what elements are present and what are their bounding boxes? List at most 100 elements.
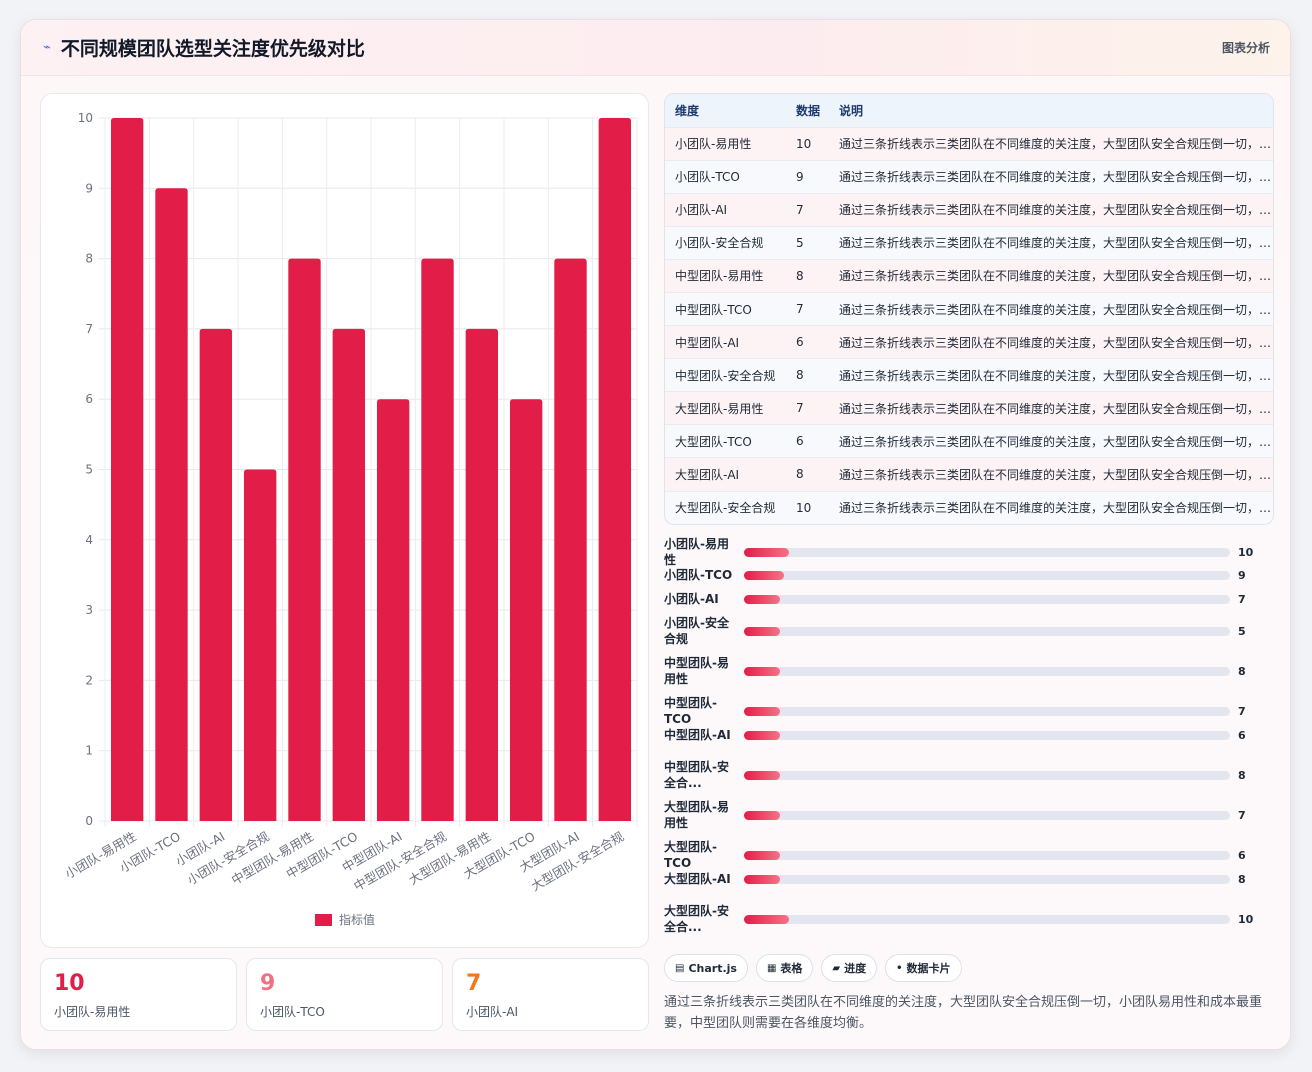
column-header[interactable]: 维度	[675, 103, 700, 118]
y-tick-label: 0	[85, 814, 93, 828]
table-cell-description: 通过三条折线表示三类团队在不同维度的关注度，大型团队安全合规压倒一切，小团队易用…	[839, 335, 1273, 350]
y-tick-label: 5	[85, 463, 93, 477]
progress-value: 8	[1238, 768, 1246, 782]
chip-label: Chart.js	[688, 961, 737, 975]
progress-track	[744, 914, 1230, 924]
table-cell-value: 5	[796, 235, 804, 250]
table-row[interactable]: 中型团队-易用性 8 通过三条折线表示三类团队在不同维度的关注度，大型团队安全合规压…	[665, 259, 1273, 293]
chart-analysis-badge[interactable]: 图表分析	[1221, 41, 1270, 55]
table-cell-description: 通过三条折线表示三类团队在不同维度的关注度，大型团队安全合规压倒一切，小团队易用…	[839, 401, 1273, 416]
table-row[interactable]: 小团队-安全合规 5 通过三条折线表示三类团队在不同维度的关注度，大型团队安全合规压…	[665, 226, 1273, 260]
tag-chip[interactable]: • 数据卡片	[885, 954, 962, 982]
table-row[interactable]: 大型团队-TCO 6 通过三条折线表示三类团队在不同维度的关注度，大型团队安全合规压…	[665, 424, 1273, 458]
kpi-label: 小团队-易用性	[54, 1005, 131, 1019]
progress-icon: ▰	[832, 962, 841, 974]
chart-bar[interactable]	[554, 258, 587, 822]
chart-bar[interactable]	[243, 469, 277, 822]
chart-bar[interactable]	[598, 118, 632, 821]
progress-track	[744, 730, 1230, 740]
chart-bar[interactable]	[465, 328, 499, 821]
table-row[interactable]: 大型团队-AI 8 通过三条折线表示三类团队在不同维度的关注度，大型团队安全合规压倒…	[665, 457, 1273, 492]
progress-label: 中型团队-AI	[664, 728, 731, 742]
progress-track	[744, 626, 1230, 636]
kpi-value: 7	[466, 971, 482, 996]
kpi-label: 小团队-TCO	[260, 1005, 325, 1019]
progress-value: 9	[1238, 568, 1246, 582]
table-cell-description: 通过三条折线表示三类团队在不同维度的关注度，大型团队安全合规压倒一切，小团队易用…	[839, 236, 1273, 251]
progress-track	[744, 706, 1230, 716]
progress-value: 7	[1238, 808, 1246, 822]
chart-bar[interactable]	[509, 399, 543, 821]
table-cell-dimension: 中型团队-TCO	[675, 302, 752, 317]
chart-bar[interactable]	[332, 328, 366, 821]
progress-row: 大型团队-AI 8	[664, 871, 1274, 887]
progress-fill	[744, 730, 780, 740]
table-row[interactable]: 中型团队-AI 6 通过三条折线表示三类团队在不同维度的关注度，大型团队安全合规压倒…	[665, 325, 1273, 359]
progress-row: 小团队-安全合规 5	[664, 615, 1274, 647]
column-header[interactable]: 说明	[839, 103, 864, 118]
kpi-card: 7 小团队-AI	[452, 958, 649, 1031]
column-header[interactable]: 数据	[796, 103, 821, 118]
tag-chip[interactable]: ▦ 表格	[755, 954, 814, 982]
progress-row: 大型团队-安全合... 10	[664, 903, 1274, 935]
y-tick-label: 10	[78, 111, 93, 125]
table-cell-description: 通过三条折线表示三类团队在不同维度的关注度，大型团队安全合规压倒一切，小团队易用…	[839, 434, 1273, 449]
chart-bar[interactable]	[110, 118, 144, 821]
progress-label: 大型团队-AI	[664, 872, 731, 886]
progress-fill	[744, 810, 780, 820]
table-row[interactable]: 小团队-易用性 10 通过三条折线表示三类团队在不同维度的关注度，大型团队安全合规压…	[665, 127, 1273, 161]
dashboard-card: ⌁ 不同规模团队选型关注度优先级对比 图表分析 0 1 2 3 4 5 6 7 8 9 10 小团队-…	[20, 19, 1291, 1050]
kpi-card: 10 小团队-易用性	[40, 958, 237, 1031]
chart-bar[interactable]	[155, 188, 188, 822]
y-tick-label: 4	[85, 533, 93, 547]
table-cell-dimension: 中型团队-安全合规	[675, 368, 776, 383]
progress-value: 8	[1238, 664, 1246, 678]
table-row[interactable]: 中型团队-安全合规 8 通过三条折线表示三类团队在不同维度的关注度，大型团队安全合规…	[665, 358, 1273, 392]
table-cell-description: 通过三条折线表示三类团队在不同维度的关注度，大型团队安全合规压倒一切，小团队易用…	[839, 368, 1273, 383]
table-cell-description: 通过三条折线表示三类团队在不同维度的关注度，大型团队安全合规压倒一切，小团队易用…	[839, 501, 1273, 516]
progress-value: 7	[1238, 592, 1246, 606]
progress-fill	[744, 770, 780, 780]
progress-track	[744, 594, 1230, 604]
progress-fill	[744, 874, 780, 884]
table-row[interactable]: 中型团队-TCO 7 通过三条折线表示三类团队在不同维度的关注度，大型团队安全合规压…	[665, 292, 1273, 326]
y-tick-label: 2	[85, 673, 93, 687]
progress-track	[744, 547, 1230, 557]
chart-bar[interactable]	[199, 328, 233, 821]
kpi-label: 小团队-AI	[466, 1005, 519, 1019]
table-row[interactable]: 大型团队-易用性 7 通过三条折线表示三类团队在不同维度的关注度，大型团队安全合规压…	[665, 391, 1273, 425]
table-cell-value: 10	[796, 500, 812, 515]
progress-row: 中型团队-TCO 7	[664, 695, 1274, 727]
kpi-card: 9 小团队-TCO	[246, 958, 443, 1031]
y-tick-label: 7	[85, 322, 93, 336]
progress-fill	[744, 570, 785, 580]
chart-bar[interactable]	[376, 399, 410, 821]
table-row[interactable]: 小团队-AI 7 通过三条折线表示三类团队在不同维度的关注度，大型团队安全合规压倒一…	[665, 193, 1273, 227]
tag-chip[interactable]: ▤ Chart.js	[664, 954, 748, 982]
table-cell-dimension: 大型团队-安全合规	[675, 501, 776, 516]
table-row[interactable]: 小团队-TCO 9 通过三条折线表示三类团队在不同维度的关注度，大型团队安全合规压倒…	[665, 160, 1273, 194]
table-cell-description: 通过三条折线表示三类团队在不同维度的关注度，大型团队安全合规压倒一切，小团队易用…	[839, 269, 1273, 284]
tag-chip[interactable]: ▰ 进度	[821, 954, 878, 982]
table-cell-dimension: 小团队-TCO	[675, 170, 740, 185]
table-cell-dimension: 小团队-易用性	[675, 137, 752, 152]
progress-value: 6	[1238, 848, 1246, 862]
progress-label: 中型团队-安全合...	[664, 760, 729, 790]
progress-label: 小团队-易用性	[664, 537, 729, 567]
progress-row: 中型团队-易用性 8	[664, 655, 1274, 687]
table-row[interactable]: 大型团队-安全合规 10 通过三条折线表示三类团队在不同维度的关注度，大型团队安全合…	[665, 491, 1273, 524]
progress-label: 小团队-AI	[664, 592, 719, 606]
progress-row: 小团队-AI 7	[664, 591, 1274, 607]
y-tick-label: 9	[85, 181, 93, 195]
table-cell-value: 6	[796, 434, 804, 449]
progress-label: 大型团队-TCO	[664, 840, 717, 870]
table-cell-dimension: 中型团队-AI	[675, 335, 740, 350]
chart-bar[interactable]	[421, 258, 454, 822]
progress-fill	[744, 706, 780, 716]
table-cell-value: 7	[796, 202, 804, 217]
progress-row: 大型团队-易用性 7	[664, 799, 1274, 831]
progress-fill	[744, 547, 789, 557]
progress-value: 10	[1238, 545, 1254, 559]
bar-chart-panel: 0 1 2 3 4 5 6 7 8 9 10 小团队-易用性 小团队-TCO 小团队-AI 小团队-安全合规…	[40, 93, 649, 948]
chart-bar[interactable]	[288, 258, 321, 822]
